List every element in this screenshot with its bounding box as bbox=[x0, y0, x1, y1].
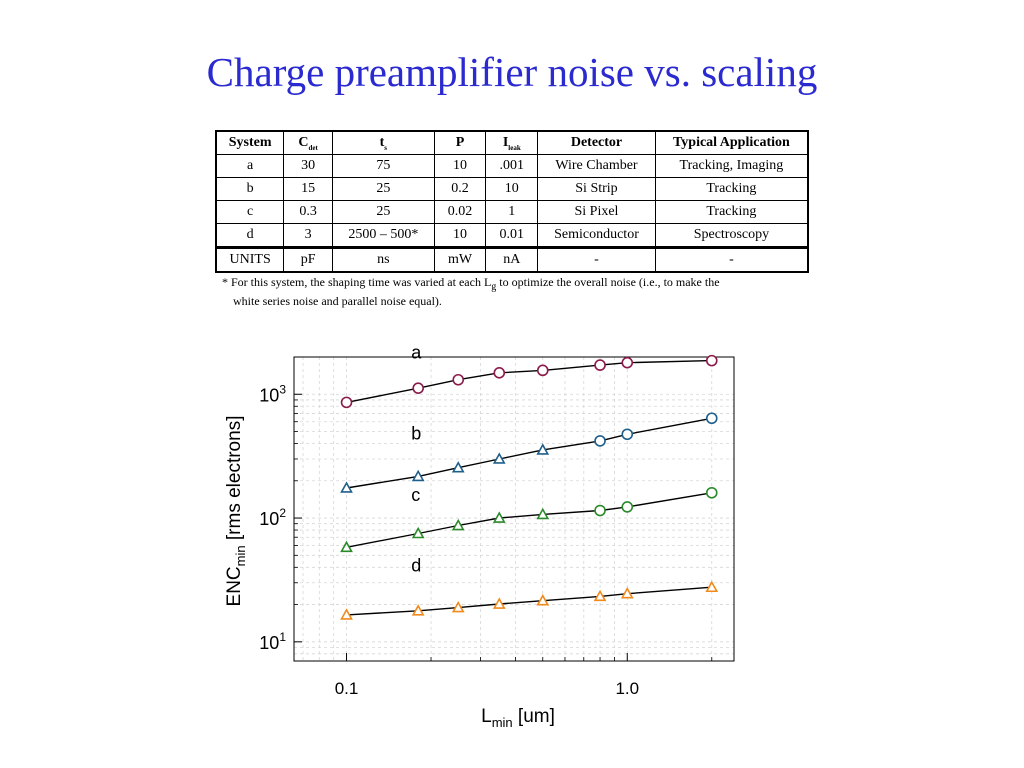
data-point-b bbox=[536, 443, 550, 455]
table-cell: 0.01 bbox=[485, 223, 539, 248]
data-point-a bbox=[412, 382, 424, 394]
units-row: UNITS pF ns mW nA - - bbox=[215, 246, 809, 273]
y-axis-label: ENCmin [rms electrons] bbox=[224, 416, 248, 607]
series-label-a: a bbox=[411, 342, 422, 362]
series-label-c: c bbox=[411, 485, 420, 505]
table-cell: a bbox=[215, 154, 285, 178]
data-point-c bbox=[594, 504, 606, 517]
series-line-a bbox=[346, 359, 712, 404]
data-point-b bbox=[340, 481, 353, 493]
data-point-a bbox=[340, 396, 353, 409]
data-point-d bbox=[451, 600, 465, 613]
table-cell: pF bbox=[283, 246, 333, 273]
data-point-a bbox=[705, 354, 718, 367]
data-point-d bbox=[340, 608, 353, 620]
data-point-c bbox=[705, 486, 718, 499]
series-line-c bbox=[346, 492, 712, 548]
table-cell: 0.3 bbox=[283, 200, 333, 224]
data-point-c bbox=[621, 501, 634, 513]
system-parameter-table: System Cdet ts P Ileak Detector Typical … bbox=[215, 130, 809, 273]
table-cell: Tracking, Imaging bbox=[654, 154, 809, 178]
table-cell: - bbox=[654, 246, 809, 273]
table-cell: 10 bbox=[433, 223, 487, 248]
data-point-d bbox=[593, 589, 607, 602]
y-tick-label: 101 bbox=[259, 630, 286, 653]
data-point-b bbox=[594, 435, 606, 447]
data-point-c bbox=[492, 511, 506, 523]
data-point-c bbox=[340, 540, 353, 553]
table-cell: 1 bbox=[485, 200, 539, 224]
data-point-d bbox=[492, 597, 506, 609]
x-tick-label: 0.1 bbox=[335, 679, 359, 698]
data-point-c bbox=[411, 526, 425, 539]
slide-title: Charge preamplifier noise vs. scaling bbox=[206, 49, 818, 95]
table-row: d 3 2500 – 500* 10 0.01 Semiconductor Sp… bbox=[215, 223, 809, 248]
x-axis-label: Lmin [um] bbox=[481, 706, 555, 730]
data-point-d bbox=[536, 594, 550, 606]
data-point-a bbox=[452, 373, 465, 386]
table-cell: d bbox=[215, 223, 285, 248]
data-point-d bbox=[705, 580, 719, 593]
data-point-a bbox=[594, 359, 606, 371]
table-footnote: * For this system, the shaping time was … bbox=[222, 275, 802, 309]
data-point-a bbox=[621, 356, 634, 369]
data-point-a bbox=[536, 364, 549, 377]
data-point-b bbox=[451, 461, 465, 473]
data-point-c bbox=[451, 518, 465, 531]
series-label-b: b bbox=[411, 424, 421, 444]
y-tick-label: 102 bbox=[259, 506, 286, 529]
table-cell: nA bbox=[485, 246, 539, 273]
data-point-a bbox=[493, 367, 506, 379]
x-tick-label: 1.0 bbox=[615, 679, 639, 698]
y-tick-label: 103 bbox=[259, 382, 286, 405]
data-point-b bbox=[705, 412, 718, 425]
table-cell: Wire Chamber bbox=[537, 154, 656, 178]
series-line-d bbox=[346, 586, 712, 616]
data-point-d bbox=[620, 587, 634, 599]
plot-frame bbox=[293, 356, 735, 662]
data-point-b bbox=[492, 452, 506, 464]
data-point-c bbox=[536, 507, 550, 520]
table-cell: ns bbox=[331, 246, 435, 273]
table-cell: Tracking bbox=[654, 200, 809, 224]
footnote-line-1: * For this system, the shaping time was … bbox=[222, 275, 720, 293]
data-point-b bbox=[411, 469, 425, 482]
series-label-d: d bbox=[411, 555, 421, 575]
footnote-line-2: white series noise and parallel noise eq… bbox=[233, 294, 442, 309]
series-line-b bbox=[346, 417, 712, 489]
table-cell: 0.2 bbox=[433, 177, 487, 201]
header-ileak: Ileak bbox=[485, 130, 539, 155]
table-row: a 30 75 10 .001 Wire Chamber Tracking, I… bbox=[215, 154, 809, 178]
table-cell: Tracking bbox=[654, 177, 809, 201]
table-cell: UNITS bbox=[215, 246, 285, 273]
header-application: Typical Application bbox=[654, 130, 809, 155]
data-point-d bbox=[411, 604, 425, 616]
data-point-b bbox=[621, 428, 634, 441]
table-cell: 25 bbox=[331, 177, 435, 201]
